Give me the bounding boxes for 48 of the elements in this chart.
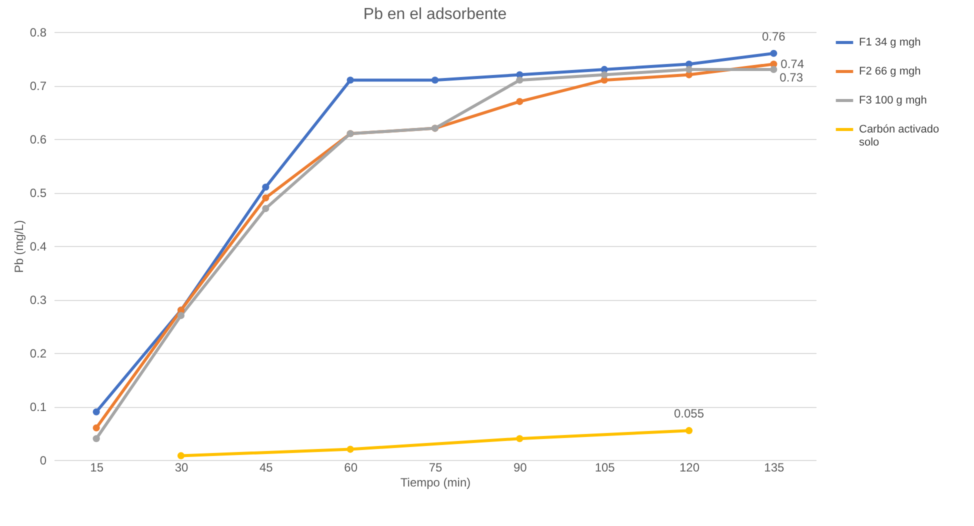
data-label: 0.055 bbox=[674, 406, 704, 421]
y-tick-label: 0.4 bbox=[30, 240, 47, 254]
point bbox=[770, 50, 778, 57]
x-tick-label: 120 bbox=[679, 460, 700, 474]
y-axis-title: Pb (mg/L) bbox=[12, 220, 26, 273]
point bbox=[262, 194, 270, 202]
point bbox=[92, 435, 100, 442]
y-tick-label: 0.1 bbox=[30, 400, 47, 414]
point bbox=[346, 446, 354, 453]
point bbox=[685, 66, 693, 73]
x-axis-title: Tiempo (min) bbox=[400, 476, 471, 490]
legend-label: F3 100 g mgh bbox=[859, 94, 927, 106]
y-tick-label: 0.6 bbox=[30, 132, 47, 146]
y-tick-label: 0.3 bbox=[30, 293, 47, 307]
y-tick-label: 0.2 bbox=[30, 346, 47, 360]
point bbox=[262, 184, 270, 191]
legend-label: F1 34 g mgh bbox=[859, 36, 921, 48]
y-tick-label: 0.7 bbox=[30, 79, 47, 93]
point bbox=[516, 98, 524, 106]
point bbox=[516, 76, 524, 84]
x-tick-label: 135 bbox=[764, 460, 784, 474]
point bbox=[431, 76, 439, 84]
point bbox=[516, 435, 524, 442]
y-tick-label: 0.5 bbox=[30, 186, 47, 200]
x-tick-label: 60 bbox=[344, 460, 358, 474]
x-tick-label: 15 bbox=[90, 460, 104, 474]
data-label: 0.76 bbox=[762, 29, 786, 44]
x-tick-label: 90 bbox=[513, 460, 528, 474]
x-tick-label: 45 bbox=[259, 460, 274, 474]
point bbox=[346, 76, 354, 84]
point bbox=[92, 424, 100, 432]
legend-label: F2 66 g mgh bbox=[859, 66, 921, 78]
x-tick-label: 30 bbox=[174, 460, 188, 474]
point bbox=[685, 427, 693, 434]
x-tick-label: 75 bbox=[428, 460, 442, 474]
point bbox=[92, 408, 100, 416]
y-tick-label: 0.8 bbox=[30, 26, 47, 40]
chart-title: Pb en el adsorbente bbox=[363, 6, 507, 23]
point bbox=[770, 66, 778, 73]
data-label: 0.73 bbox=[780, 70, 804, 84]
point bbox=[177, 312, 185, 320]
point bbox=[177, 452, 185, 460]
y-tick-label: 0 bbox=[40, 454, 47, 468]
point bbox=[262, 205, 270, 212]
legend-label: Carbón activado solo bbox=[859, 124, 940, 148]
data-label: 0.74 bbox=[780, 57, 804, 72]
x-tick-label: 105 bbox=[594, 460, 616, 474]
point bbox=[600, 71, 608, 78]
